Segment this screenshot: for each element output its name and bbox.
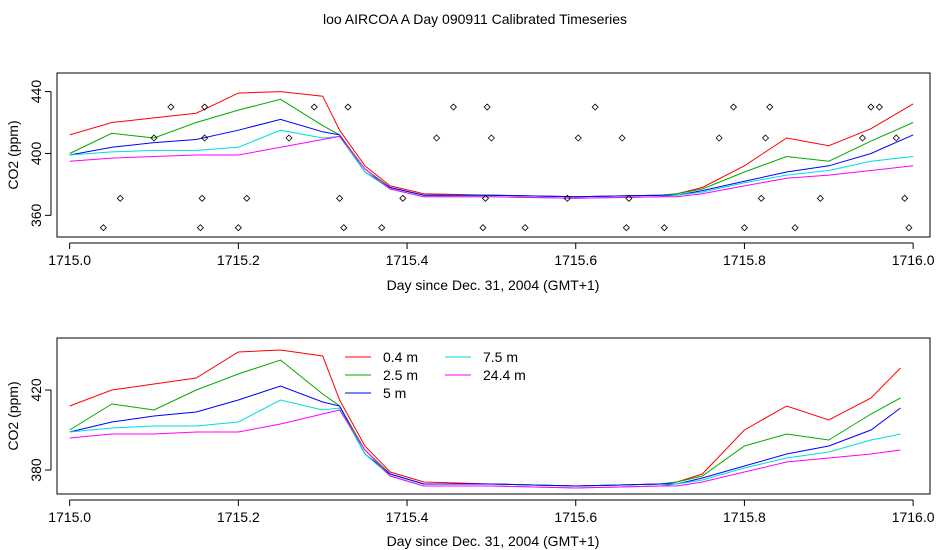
bottom-y-axis-label: CO2 (ppm) [5, 381, 21, 450]
top-scatter-point [761, 134, 770, 142]
top-y-tick-label: 400 [28, 142, 44, 166]
top-scatter-point [340, 224, 348, 232]
bot-series-line-24-4-m [69, 409, 901, 489]
legend-label: 5 m [383, 385, 406, 401]
figure-title: loo AIRCOA A Day 090911 Calibrated Times… [323, 11, 627, 27]
top-scatter-point [481, 194, 490, 202]
top-scatter-point [399, 194, 407, 202]
top-scatter-point [150, 134, 158, 142]
top-series-line-1 [69, 98, 914, 198]
bottom-panel: 1715.0 1715.2 1715.4 1715.6 1715.8 1716.0 380… [5, 337, 935, 549]
top-x-tick-label: 1715.2 [217, 252, 260, 268]
top-plot-frame [56, 72, 931, 238]
top-scatter-point [875, 103, 883, 111]
top-scatter-point [310, 103, 318, 111]
legend-label: 24.4 m [483, 367, 526, 383]
top-scatter-point [198, 194, 206, 202]
top-y-axis: 360 400 440 [28, 80, 52, 227]
top-scatter-point [622, 224, 630, 232]
legend-label: 7.5 m [483, 349, 518, 365]
top-scatter-point [243, 194, 251, 202]
bottom-x-axis-label: Day since Dec. 31, 2004 (GMT+1) [387, 533, 600, 549]
top-scatter-point [858, 134, 867, 142]
top-x-axis: 1715.0 1715.2 1715.4 1715.6 1715.8 1716.0 [48, 242, 935, 268]
top-scatter-point [196, 224, 204, 232]
top-scatter-point [479, 224, 487, 232]
top-panel: 1715.0 1715.2 1715.4 1715.6 1715.8 1716.0 360… [5, 72, 935, 293]
top-scatter-point [234, 224, 242, 232]
top-scatter-point [378, 224, 386, 232]
bot-y-tick-label: 420 [28, 378, 44, 402]
bottom-x-axis: 1715.0 1715.2 1715.4 1715.6 1715.8 1716.0 [48, 499, 935, 525]
top-scatter-point [99, 224, 107, 232]
top-data-layer [69, 91, 914, 232]
top-scatter-point [867, 103, 875, 111]
top-y-axis-label: CO2 (ppm) [5, 120, 21, 189]
top-x-axis-label: Day since Dec. 31, 2004 (GMT+1) [387, 277, 600, 293]
legend-label: 0.4 m [383, 349, 418, 365]
top-scatter-point [201, 134, 209, 142]
bottom-data-layer [69, 349, 901, 489]
top-scatter-point [766, 103, 774, 111]
top-scatter-point [521, 224, 529, 232]
top-series-line-2 [69, 118, 914, 198]
top-scatter-point [432, 134, 441, 142]
bot-x-tick-label: 1715.2 [217, 509, 260, 525]
top-x-tick-label: 1715.4 [386, 252, 429, 268]
top-x-tick-label: 1716.0 [892, 252, 935, 268]
top-scatter-point [563, 194, 571, 202]
top-scatter-point [740, 224, 749, 232]
top-x-tick-label: 1715.6 [554, 252, 597, 268]
bot-x-tick-label: 1715.8 [723, 509, 766, 525]
bot-x-tick-label: 1715.4 [386, 509, 429, 525]
top-y-tick-label: 360 [28, 203, 44, 227]
top-x-tick-label: 1715.0 [48, 252, 91, 268]
bottom-plot-frame [56, 337, 931, 495]
top-scatter-point [791, 224, 799, 232]
top-scatter-point [618, 134, 626, 142]
top-scatter-point [449, 103, 458, 111]
top-scatter-point [167, 103, 175, 111]
top-scatter-point [116, 194, 124, 202]
bot-x-tick-label: 1715.6 [554, 509, 597, 525]
top-scatter-point [660, 224, 668, 232]
bot-series-line-7-5-m [69, 399, 901, 489]
bot-series-line-0-4-m [69, 349, 901, 487]
legend: 0.4 m 2.5 m 5 m 7.5 m 24.4 m [345, 349, 526, 401]
top-scatter-point [344, 103, 352, 111]
top-x-tick-label: 1715.8 [723, 252, 766, 268]
bot-y-tick-label: 380 [28, 458, 44, 482]
top-scatter-point [905, 224, 913, 232]
top-scatter-point [757, 194, 765, 202]
top-series-line-0 [69, 91, 914, 198]
top-scatter-point [729, 103, 738, 111]
top-scatter-point [483, 103, 491, 111]
legend-label: 2.5 m [383, 367, 418, 383]
top-scatter-point [201, 103, 209, 111]
bot-x-tick-label: 1715.0 [48, 509, 91, 525]
top-scatter-point [816, 194, 824, 202]
bottom-y-axis: 380 420 [28, 378, 52, 482]
bot-x-tick-label: 1716.0 [892, 509, 935, 525]
top-scatter-point [285, 134, 293, 142]
bot-series-line-5-m [69, 385, 901, 487]
top-scatter-point [591, 103, 599, 111]
top-scatter-point [574, 134, 582, 142]
top-scatter-point [625, 194, 633, 202]
top-scatter-point [892, 134, 900, 142]
top-scatter-point [335, 194, 344, 202]
top-scatter-point [487, 134, 495, 142]
top-scatter-point [901, 194, 909, 202]
top-series-line-4 [69, 135, 914, 199]
top-y-tick-label: 440 [28, 80, 44, 104]
top-scatter-point [715, 134, 723, 142]
